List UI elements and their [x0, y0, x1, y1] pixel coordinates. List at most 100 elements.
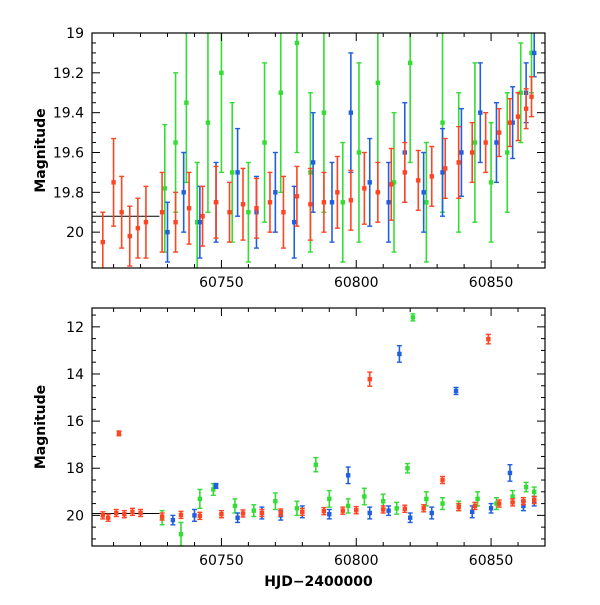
- top-series1-point-18: [493, 102, 499, 184]
- bottom-series2-point-13: [278, 508, 284, 517]
- data-marker: [116, 431, 122, 436]
- data-marker: [321, 200, 327, 205]
- top-series0-point-3: [194, 161, 200, 268]
- data-marker: [278, 510, 283, 515]
- top-x-tick-label: 60800: [334, 275, 379, 291]
- data-marker: [178, 532, 184, 537]
- data-marker: [523, 106, 529, 111]
- top-series1-point-2: [197, 185, 203, 259]
- bottom-series0-point-15: [410, 313, 416, 322]
- bottom-y-tick-label: 12: [66, 320, 84, 336]
- bottom-series2-point-29: [531, 495, 537, 505]
- data-marker: [459, 150, 464, 155]
- data-marker: [111, 180, 116, 185]
- data-marker: [469, 150, 475, 155]
- data-marker: [402, 506, 407, 511]
- data-marker: [211, 487, 216, 492]
- data-marker: [273, 190, 278, 195]
- bottom-series2-point-18: [367, 371, 373, 387]
- data-marker: [259, 510, 265, 516]
- data-marker: [496, 130, 502, 135]
- bottom-series0-point-4: [232, 498, 238, 514]
- data-marker: [354, 507, 359, 513]
- top-series2-point-19: [334, 155, 340, 229]
- data-marker: [240, 511, 246, 516]
- bottom-series1-point-13: [429, 506, 435, 520]
- top-series2-point-14: [267, 171, 273, 233]
- data-marker: [486, 336, 491, 342]
- data-marker: [178, 512, 184, 518]
- top-series0-point-21: [472, 62, 478, 223]
- top-series2-point-15: [280, 175, 286, 249]
- top-series1-point-9: [329, 161, 335, 243]
- top-y-tick-label: 19: [66, 26, 84, 42]
- data-marker: [421, 190, 426, 195]
- data-marker: [440, 120, 445, 125]
- top-series1-point-0: [165, 201, 170, 263]
- data-marker: [469, 509, 475, 515]
- bottom-series1-point-1: [191, 508, 197, 522]
- data-marker: [130, 509, 135, 515]
- bottom-series2-point-21: [421, 504, 427, 513]
- data-marker: [523, 484, 529, 490]
- bottom-plot-frame: [91, 307, 546, 547]
- top-series1-point-8: [310, 111, 316, 213]
- top-series2-point-9: [200, 185, 206, 247]
- top-series2-point-10: [213, 165, 219, 239]
- data-marker: [294, 506, 300, 511]
- top-series2-point-13: [253, 177, 259, 239]
- bottom-y-tick-label: 20: [66, 508, 84, 524]
- data-marker: [391, 180, 397, 185]
- top-series1-point-6: [272, 151, 278, 233]
- data-marker: [122, 511, 127, 517]
- bottom-y-tick-label: 14: [66, 367, 84, 383]
- data-marker: [518, 90, 523, 95]
- top-series2-point-29: [469, 121, 475, 184]
- top-series2-point-4: [135, 197, 141, 259]
- data-marker: [240, 202, 246, 207]
- data-marker: [510, 120, 515, 125]
- bottom-series0-point-1: [178, 521, 184, 546]
- data-marker: [194, 219, 200, 225]
- data-marker: [440, 501, 445, 506]
- data-marker: [386, 508, 391, 513]
- data-marker: [515, 114, 521, 119]
- top-series1-point-7: [291, 185, 297, 259]
- top-series2-point-17: [307, 167, 313, 241]
- bottom-series2-point-22: [440, 475, 446, 485]
- top-series2-point-16: [294, 165, 300, 227]
- data-marker: [181, 190, 186, 195]
- data-marker: [532, 489, 537, 495]
- bottom-series2-point-1: [105, 513, 111, 522]
- data-marker: [219, 70, 224, 76]
- data-marker: [532, 50, 537, 56]
- data-marker: [308, 202, 313, 207]
- data-marker: [186, 206, 192, 211]
- data-marker: [119, 210, 124, 215]
- top-series2-point-24: [402, 141, 408, 203]
- top-series2-point-6: [159, 171, 165, 253]
- top-series2-point-30: [483, 111, 489, 174]
- bottom-series0-point-7: [294, 500, 300, 517]
- bottom-series0-point-14: [404, 462, 410, 474]
- data-marker: [340, 200, 345, 205]
- top-series0-point-23: [504, 92, 510, 213]
- top-series0-point-1: [173, 72, 179, 213]
- data-marker: [407, 515, 413, 520]
- top-y-tick-label: 20: [66, 225, 84, 241]
- top-series0-point-16: [391, 111, 397, 253]
- top-series2-point-7: [173, 191, 179, 253]
- data-marker: [375, 190, 381, 195]
- data-marker: [213, 483, 219, 489]
- bottom-series2-point-2: [113, 508, 119, 518]
- data-marker: [200, 214, 205, 219]
- top-series0-point-13: [340, 141, 346, 263]
- bottom-series0-point-10: [345, 498, 351, 514]
- data-marker: [335, 190, 340, 195]
- data-marker: [127, 233, 132, 239]
- top-series1-point-21: [531, 33, 537, 78]
- data-marker: [232, 503, 238, 509]
- top-series1-point-11: [367, 137, 373, 227]
- data-marker: [456, 504, 461, 510]
- bottom-series2-point-23: [456, 502, 462, 512]
